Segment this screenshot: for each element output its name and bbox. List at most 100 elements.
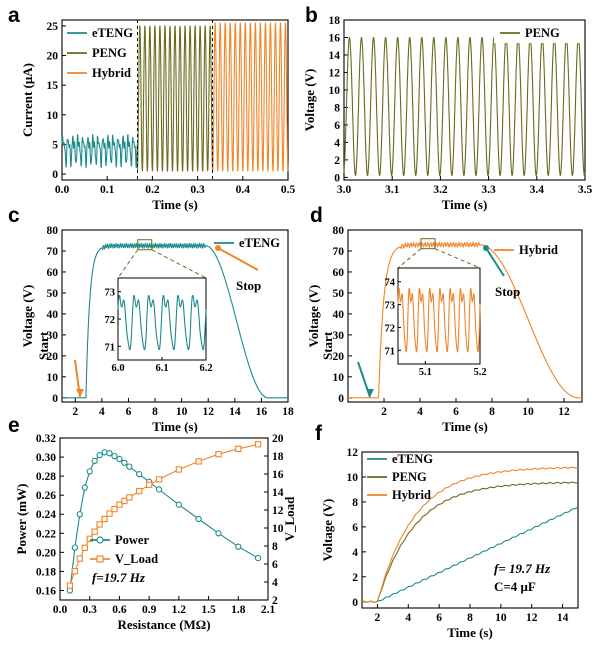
power-point bbox=[111, 452, 118, 460]
frequency-annotation: f=19.7 Hz bbox=[92, 570, 146, 585]
stop-arrow bbox=[217, 247, 259, 271]
y-tick-label: 20 bbox=[47, 51, 59, 63]
power-point bbox=[76, 511, 83, 518]
y-tick-label: 0 bbox=[334, 172, 340, 184]
power-point bbox=[86, 468, 93, 475]
x-tick-label: 0.0 bbox=[53, 604, 68, 616]
x-tick-label: 8 bbox=[489, 406, 495, 418]
vload-point bbox=[215, 451, 222, 458]
y-tick-label: 80 bbox=[333, 225, 345, 237]
vload-point bbox=[66, 582, 74, 589]
plot-frame bbox=[61, 229, 289, 403]
x-tick-label: 6 bbox=[453, 406, 459, 418]
zoom-box bbox=[137, 239, 153, 251]
y-tick-label: 20 bbox=[333, 351, 345, 363]
y-tick-label: 12 bbox=[329, 67, 341, 79]
y-tick-label: 2 bbox=[334, 155, 340, 167]
x-tick-label: 0.1 bbox=[100, 184, 115, 196]
x-tick-label: 3.1 bbox=[385, 184, 400, 196]
inset-series bbox=[397, 287, 481, 353]
series-hybrid bbox=[211, 22, 289, 172]
y-tick-label: 0.26 bbox=[36, 490, 56, 502]
inset-x-tick-label: 5.2 bbox=[473, 367, 486, 378]
panel-label: f bbox=[315, 422, 323, 445]
y-tick-label: 0.18 bbox=[36, 566, 56, 578]
x-tick-label: 2 bbox=[72, 406, 78, 418]
legend-label: Hybrid bbox=[392, 488, 431, 502]
inset-y-tick-label: 73 bbox=[105, 288, 116, 299]
x-tick-label: 10 bbox=[522, 406, 534, 418]
y-right-tick-label: 10 bbox=[272, 523, 284, 535]
x-tick-label: 14 bbox=[557, 612, 569, 624]
x-tick-label: 4 bbox=[405, 612, 411, 624]
plot-frame bbox=[347, 229, 583, 403]
x-tick-label: 0.3 bbox=[83, 604, 98, 616]
vload-point bbox=[126, 494, 133, 501]
y-tick-label: 0.20 bbox=[36, 547, 56, 559]
series-hybrid bbox=[347, 241, 583, 399]
power-point bbox=[235, 543, 242, 550]
y-tick-label: 0.16 bbox=[36, 585, 56, 597]
x-axis-label: Time (s) bbox=[447, 625, 493, 640]
start-arrow-head bbox=[76, 389, 84, 397]
series-hybrid bbox=[361, 466, 579, 603]
capacitance-annotation: C=4 μF bbox=[494, 579, 536, 594]
x-tick-label: 10 bbox=[495, 612, 507, 624]
panel-b: 3.0 3.1 3.2 3.3 3.4 3.5 0 2 4 6 8 10 12 14 16 18 Time (s… bbox=[302, 4, 592, 212]
x-tick-label: 0.9 bbox=[142, 604, 157, 616]
y-tick-label: 0.30 bbox=[36, 452, 56, 464]
panel-a: 0.0 0.1 0.2 0.3 0.4 0.5 0 5 10 15 20 25 Time (s) Curr… bbox=[8, 4, 295, 212]
y-tick-label: 0.22 bbox=[36, 528, 56, 540]
legend-label: Power bbox=[115, 533, 149, 547]
stop-arrow-head bbox=[215, 245, 221, 251]
y-tick-label: 8 bbox=[352, 497, 358, 509]
y-right-tick-label: 4 bbox=[272, 577, 278, 589]
y-tick-label: 25 bbox=[47, 21, 59, 33]
legend-background bbox=[494, 23, 582, 43]
inset-y-tick-label: 73 bbox=[385, 301, 396, 312]
series-eteng bbox=[61, 242, 289, 399]
vload-point bbox=[175, 466, 183, 473]
stop-annotation: Stop bbox=[236, 278, 261, 293]
y-tick-label: 40 bbox=[47, 309, 59, 321]
y-tick-label: 12 bbox=[347, 447, 359, 459]
y-tick-label: 0.32 bbox=[36, 433, 56, 445]
panel-f: 2 4 6 8 10 12 14 0 2 4 6 8 10 12 Time (s) Voltage (V) f e… bbox=[315, 422, 579, 640]
inset-y-tick-label: 71 bbox=[385, 346, 396, 357]
x-tick-label: 8 bbox=[152, 406, 158, 418]
series-peng bbox=[343, 36, 586, 177]
y-axis-label: Current (μA) bbox=[20, 63, 35, 137]
series-eteng bbox=[61, 134, 139, 169]
series-eteng bbox=[361, 506, 579, 603]
inset-x-tick-label: 6.0 bbox=[111, 363, 124, 374]
y-tick-label: 16 bbox=[329, 32, 341, 44]
x-tick-label: 2.1 bbox=[261, 604, 276, 616]
x-axis-label: Time (s) bbox=[442, 197, 488, 212]
vload-point bbox=[91, 528, 98, 535]
start-arrow-head bbox=[366, 389, 374, 397]
x-tick-label: 6 bbox=[436, 612, 442, 624]
vload-point bbox=[76, 555, 83, 562]
x-tick-label: 2 bbox=[375, 612, 381, 624]
plot-frame bbox=[61, 19, 289, 181]
vload-point bbox=[101, 515, 108, 523]
legend-marker bbox=[96, 536, 104, 544]
inset-y-tick-label: 74 bbox=[385, 278, 396, 289]
inset-x-tick-label: 6.1 bbox=[155, 363, 168, 374]
zoom-connector bbox=[117, 249, 139, 279]
vload-point bbox=[235, 445, 242, 452]
x-tick-label: 3.3 bbox=[481, 184, 496, 196]
y-tick-label: 0.24 bbox=[36, 509, 56, 521]
vload-point bbox=[96, 521, 103, 528]
panel-label: b bbox=[305, 4, 318, 27]
y-tick-label: 10 bbox=[47, 110, 59, 122]
y-tick-label: 30 bbox=[47, 330, 59, 342]
vload-point bbox=[136, 487, 143, 495]
vload-point bbox=[81, 544, 88, 551]
legend-label: Hybrid bbox=[92, 66, 131, 80]
stop-annotation: Stop bbox=[495, 284, 520, 299]
start-annotation: Start bbox=[36, 331, 51, 360]
y-tick-label: 0 bbox=[52, 393, 58, 405]
y-axis-label: Voltage (V) bbox=[306, 285, 321, 348]
vload-point bbox=[86, 535, 93, 542]
